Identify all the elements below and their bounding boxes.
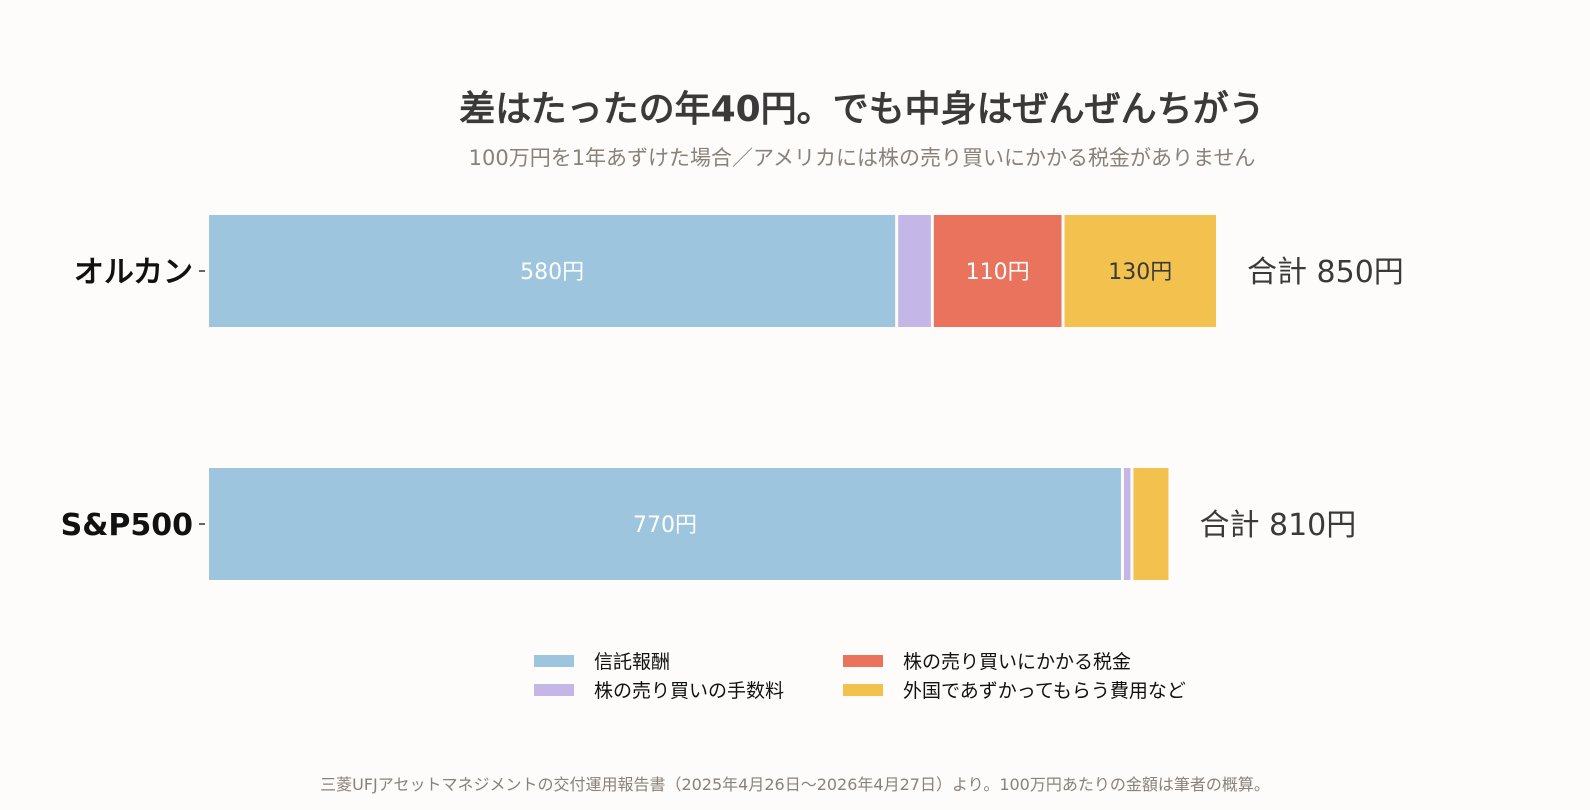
bar-value-label: 770円	[633, 513, 697, 538]
category-label: S&P500	[61, 508, 193, 543]
legend-swatch	[843, 655, 883, 667]
bar-value-label: 580円	[520, 260, 584, 285]
legend-label: 株の売り買いにかかる税金	[903, 651, 1131, 673]
legend-label: 信託報酬	[594, 651, 670, 673]
total-label: 合計 850円	[1247, 255, 1404, 290]
legend-swatch	[843, 684, 883, 696]
legend-label: 株の売り買いの手数料	[594, 680, 784, 702]
legend-label: 外国であずかってもらう費用など	[903, 680, 1186, 702]
chart-title: 差はたったの年40円。でも中身はぜんぜんちがう	[459, 89, 1264, 130]
legend-swatch	[534, 684, 574, 696]
bar-segment	[1064, 215, 1216, 327]
source-note: 三菱UFJアセットマネジメントの交付運用報告書（2025年4月26日〜2026年…	[320, 775, 1270, 794]
category-label: オルカン	[74, 255, 193, 290]
bar-segment	[933, 215, 1062, 327]
chart-subtitle: 100万円を1年あずけた場合／アメリカには株の売り買いにかかる税金がありません	[469, 146, 1256, 170]
legend-swatch	[534, 655, 574, 667]
bars-layer: オルカン 580円 110円 130円 合計 850円 S&P500 770円 合計 810円	[61, 215, 1404, 580]
bar-segment	[209, 468, 1121, 580]
bar-segment	[209, 215, 896, 327]
bar-segment	[1123, 468, 1131, 580]
bar-value-label: 130円	[1108, 260, 1172, 285]
total-label: 合計 810円	[1199, 508, 1356, 543]
bar-segment	[1133, 468, 1169, 580]
bar-value-label: 110円	[966, 260, 1030, 285]
bar-segment	[898, 215, 931, 327]
